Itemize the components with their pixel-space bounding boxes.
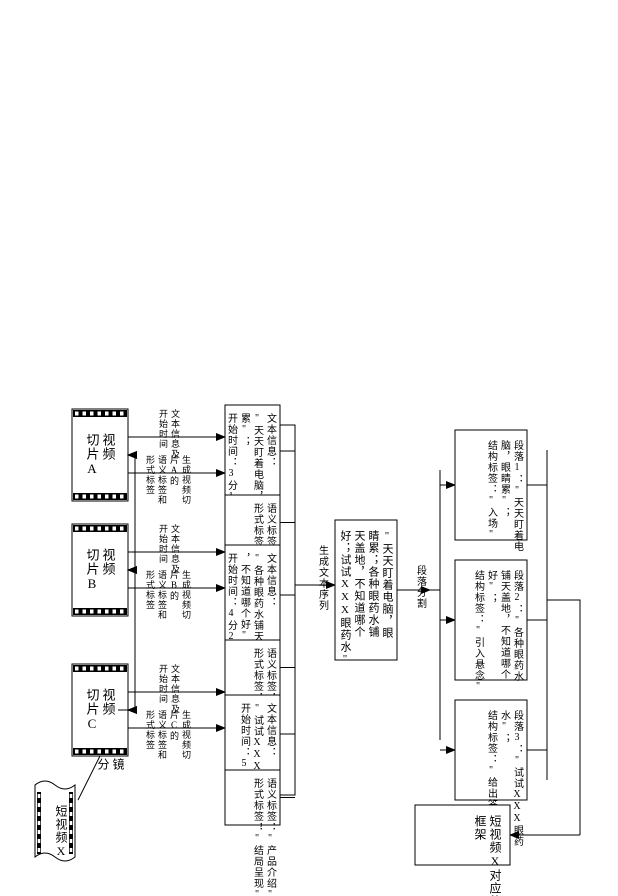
- lbl-a-tags: 生成视频切片A的语义标签和形式标签: [145, 454, 191, 505]
- lbl-b-text: 文本信息及开始时间: [158, 523, 180, 574]
- para-label: 段落分割: [415, 564, 427, 609]
- lbl-a-text: 文本信息及开始时间: [158, 408, 180, 459]
- para-bus: [430, 470, 440, 740]
- lbl-b-tags: 生成视频切片B的语义标签和形式标签: [145, 569, 191, 620]
- lbl-c-text: 文本信息及开始时间: [158, 663, 180, 714]
- para-1-text: 段落2："各种眼药水铺天盖地，不知道哪个好"；结构标签："引入悬念": [473, 569, 524, 693]
- lbl-c-tags: 生成视频切片C的语义标签和形式标签: [145, 709, 191, 760]
- to-out: [547, 600, 580, 835]
- meta-bus: [280, 425, 295, 795]
- seq-label: 生成文本序列: [317, 544, 329, 611]
- source-label: 短视频X: [54, 805, 68, 859]
- meta-c_tags-text: 语义标签："产品介绍"形式标签："结局呈现": [252, 778, 277, 896]
